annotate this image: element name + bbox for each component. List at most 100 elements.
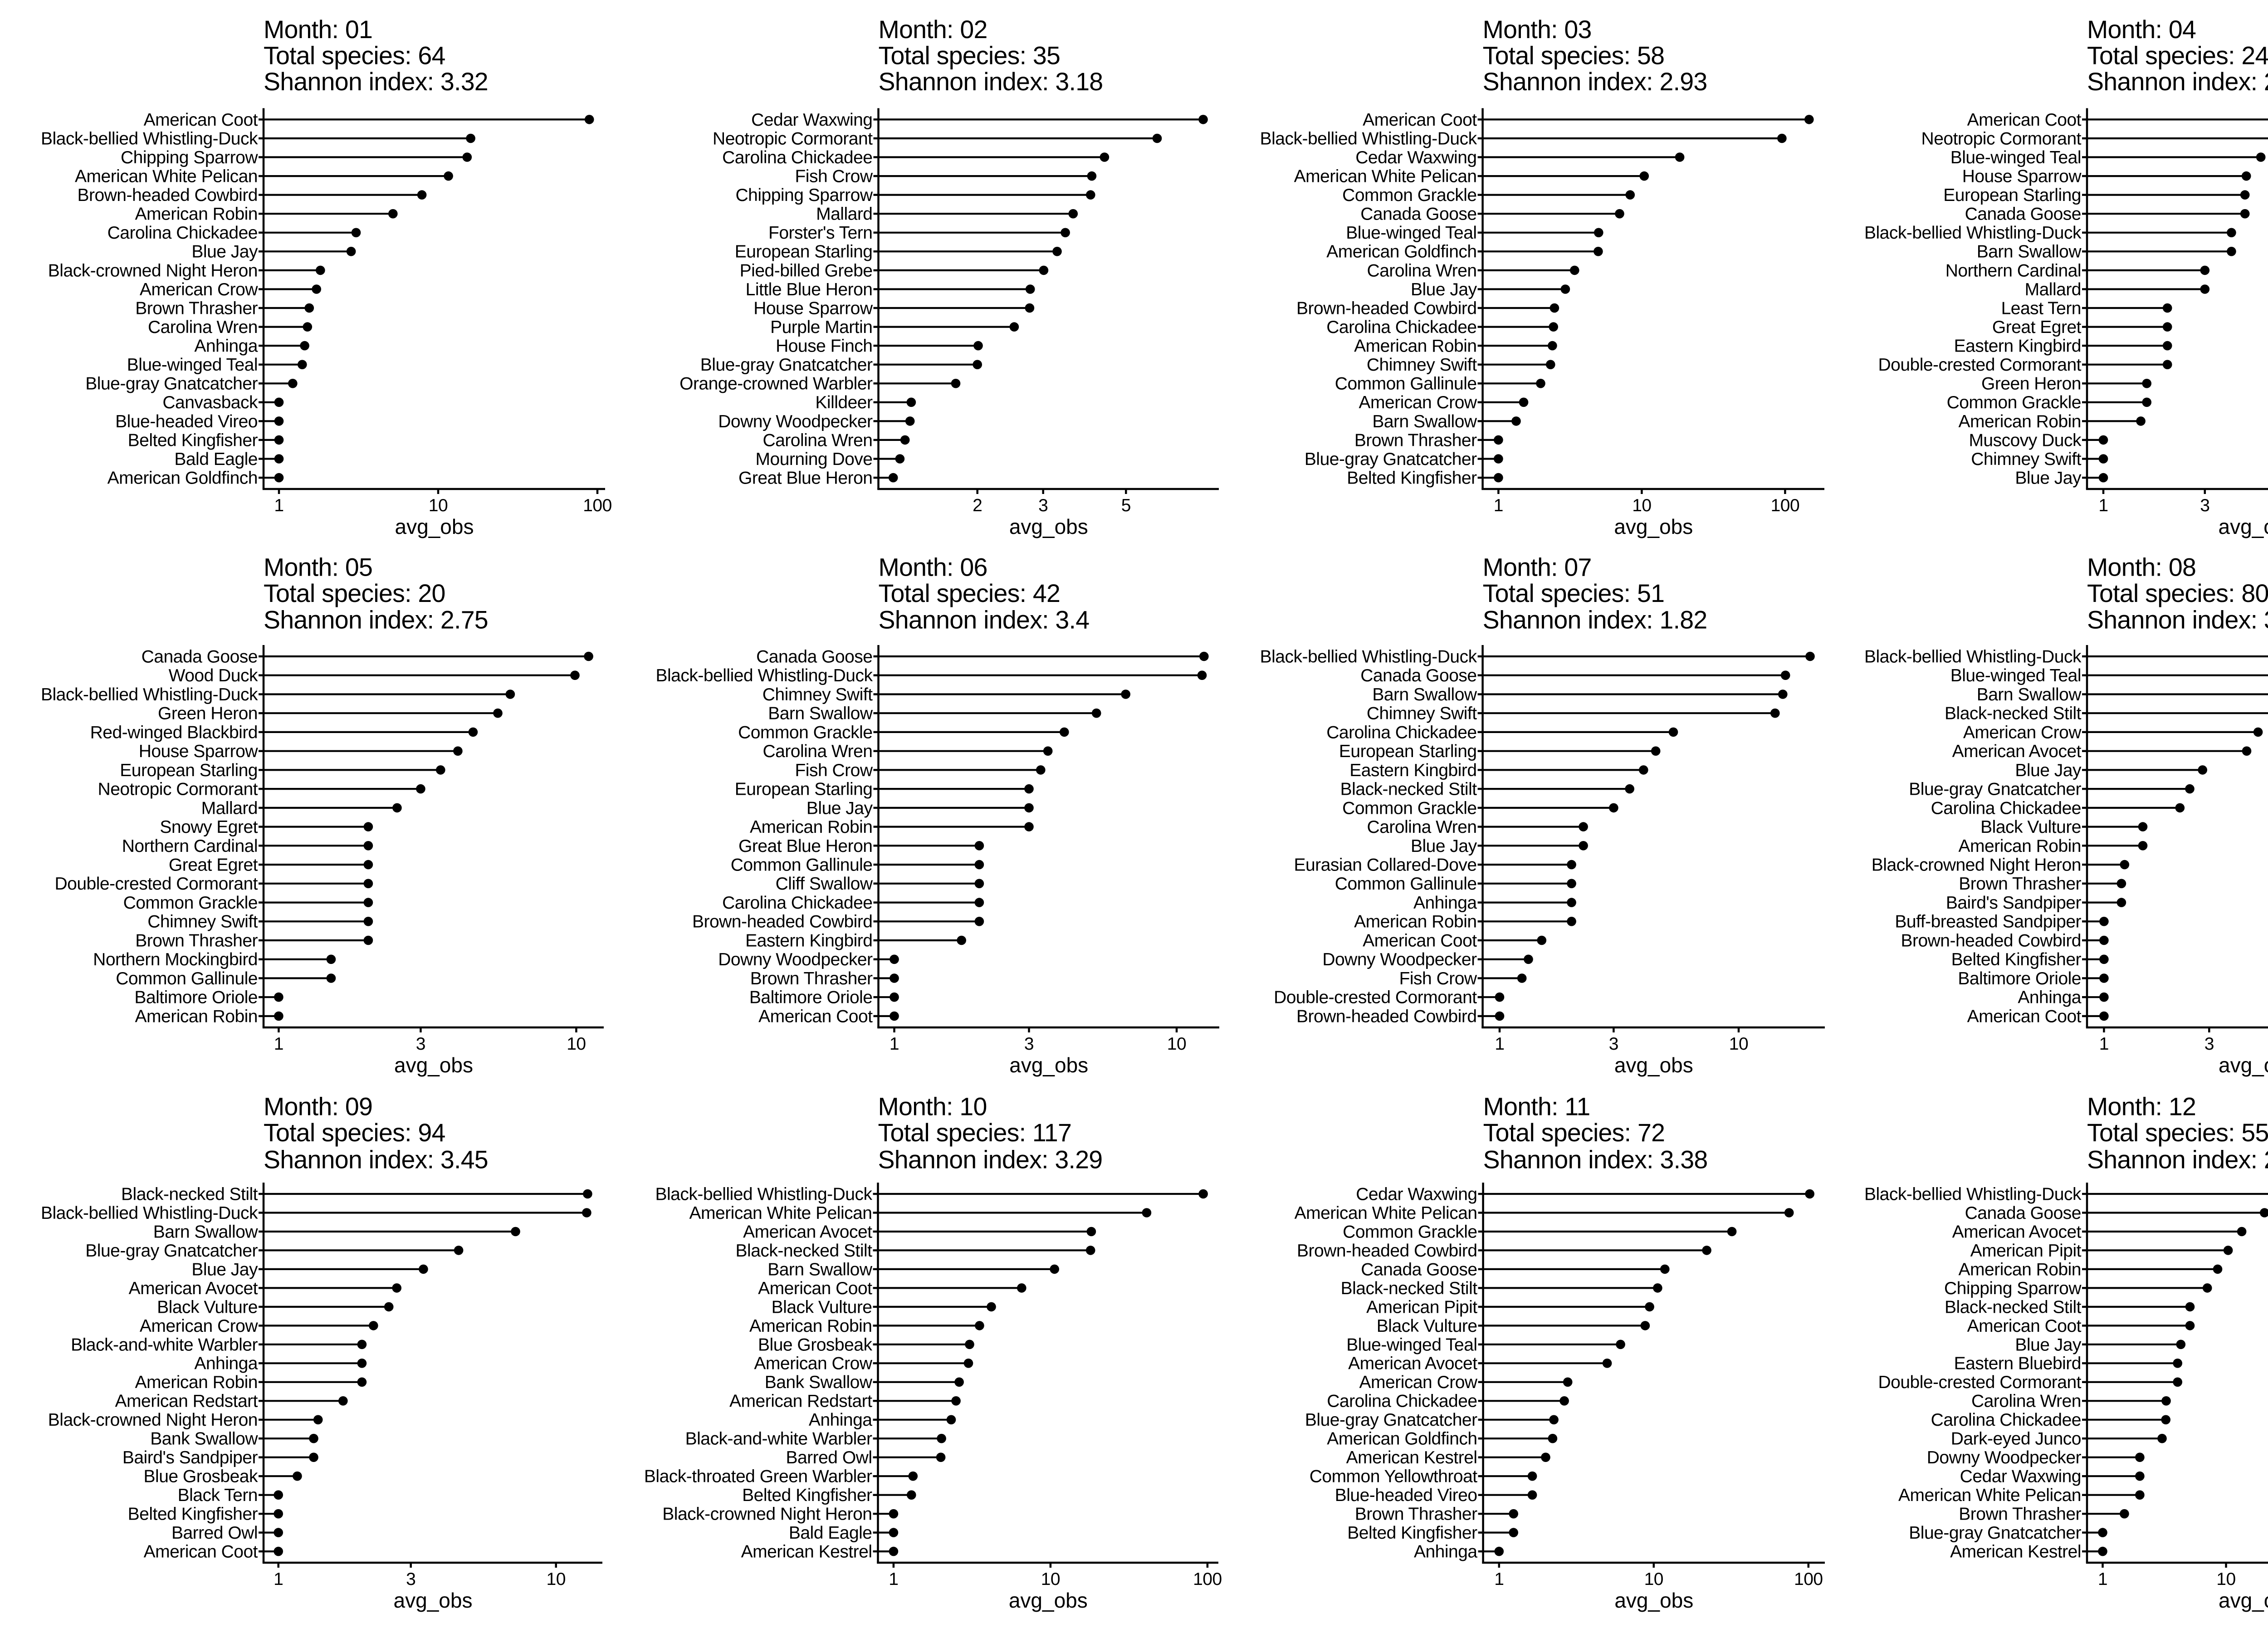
svg-text:Common Gallinule: Common Gallinule — [731, 856, 873, 875]
svg-text:2: 2 — [973, 496, 982, 515]
svg-text:10: 10 — [567, 1034, 586, 1054]
svg-text:Brown Thrasher: Brown Thrasher — [135, 298, 258, 318]
svg-text:American Crow: American Crow — [1359, 393, 1477, 412]
svg-text:Canada Goose: Canada Goose — [1965, 205, 2081, 224]
svg-text:Snowy Egret: Snowy Egret — [160, 817, 258, 837]
svg-text:100: 100 — [583, 496, 612, 515]
svg-text:Black-bellied Whistling-Duck: Black-bellied Whistling-Duck — [655, 1184, 873, 1204]
svg-text:American Kestrel: American Kestrel — [1346, 1448, 1477, 1467]
svg-text:Black Vulture: Black Vulture — [1980, 817, 2081, 837]
svg-text:Cedar Waxwing: Cedar Waxwing — [1356, 1184, 1477, 1204]
svg-text:Common Grackle: Common Grackle — [1342, 798, 1476, 818]
svg-text:European Starling: European Starling — [1943, 186, 2081, 205]
svg-text:avg_obs: avg_obs — [1009, 515, 1088, 538]
svg-text:Red-winged Blackbird: Red-winged Blackbird — [90, 723, 258, 742]
svg-text:1: 1 — [2099, 1034, 2109, 1054]
svg-text:Carolina Chickadee: Carolina Chickadee — [722, 893, 872, 913]
svg-text:1: 1 — [1494, 496, 1503, 515]
svg-text:1: 1 — [2098, 1569, 2107, 1589]
svg-text:3: 3 — [406, 1569, 415, 1589]
svg-text:Carolina Wren: Carolina Wren — [1367, 261, 1477, 280]
svg-text:Baird's Sandpiper: Baird's Sandpiper — [122, 1448, 258, 1467]
svg-text:10: 10 — [547, 1569, 566, 1589]
svg-text:Eurasian Collared-Dove: Eurasian Collared-Dove — [1294, 856, 1477, 875]
svg-text:American Robin: American Robin — [1959, 412, 2081, 431]
svg-text:10: 10 — [429, 496, 448, 515]
svg-text:Brown Thrasher: Brown Thrasher — [135, 931, 258, 950]
svg-text:Blue-headed Vireo: Blue-headed Vireo — [1335, 1486, 1477, 1505]
svg-text:Forster's Tern: Forster's Tern — [768, 223, 872, 243]
svg-text:American Crow: American Crow — [1963, 723, 2082, 742]
svg-text:Fish Crow: Fish Crow — [795, 167, 873, 186]
svg-text:House Sparrow: House Sparrow — [139, 742, 259, 761]
svg-text:avg_obs: avg_obs — [1009, 1053, 1088, 1077]
svg-text:European Starling: European Starling — [1339, 742, 1477, 761]
svg-text:Carolina Chickadee: Carolina Chickadee — [1931, 798, 2081, 818]
svg-text:Black-necked Stilt: Black-necked Stilt — [736, 1241, 873, 1261]
svg-text:Barn Swallow: Barn Swallow — [1372, 412, 1477, 431]
svg-text:Carolina Chickadee: Carolina Chickadee — [1326, 318, 1476, 337]
svg-text:1: 1 — [274, 496, 284, 515]
svg-text:Blue Grosbeak: Blue Grosbeak — [758, 1335, 872, 1354]
svg-text:Shannon index: 3.18: Shannon index: 3.18 — [879, 68, 1103, 96]
svg-text:American Goldfinch: American Goldfinch — [1327, 1429, 1477, 1449]
svg-text:Brown-headed Cowbird: Brown-headed Cowbird — [1296, 298, 1477, 318]
svg-text:American Coot: American Coot — [1967, 1316, 2082, 1336]
svg-text:Killdeer: Killdeer — [815, 393, 873, 412]
svg-text:100: 100 — [1771, 496, 1800, 515]
svg-text:Month: 10: Month: 10 — [878, 1093, 987, 1121]
svg-text:American Coot: American Coot — [1363, 110, 1477, 130]
svg-text:10: 10 — [1167, 1034, 1186, 1054]
svg-text:Double-crested Cormorant: Double-crested Cormorant — [1878, 355, 2081, 375]
svg-text:Blue-winged Teal: Blue-winged Teal — [127, 355, 258, 375]
svg-text:Black Vulture: Black Vulture — [772, 1297, 872, 1317]
svg-text:Downy Woodpecker: Downy Woodpecker — [1927, 1448, 2082, 1467]
svg-text:Belted Kingfisher: Belted Kingfisher — [128, 430, 258, 450]
svg-text:Blue-gray Gnatcatcher: Blue-gray Gnatcatcher — [1305, 450, 1477, 469]
svg-text:Neotropic Cormorant: Neotropic Cormorant — [1921, 129, 2082, 148]
svg-text:Month: 07: Month: 07 — [1483, 553, 1592, 582]
svg-text:Great Blue Heron: Great Blue Heron — [738, 469, 873, 488]
svg-text:Barn Swallow: Barn Swallow — [767, 1260, 873, 1279]
svg-text:Shannon index: 1.82: Shannon index: 1.82 — [1483, 606, 1707, 634]
svg-text:Least Tern: Least Tern — [2001, 298, 2081, 318]
svg-text:American Crow: American Crow — [140, 280, 258, 299]
svg-text:American Goldfinch: American Goldfinch — [108, 469, 258, 488]
svg-text:Downy Woodpecker: Downy Woodpecker — [1322, 950, 1477, 969]
svg-text:Carolina Chickadee: Carolina Chickadee — [108, 223, 258, 243]
svg-text:Barn Swallow: Barn Swallow — [768, 704, 873, 724]
svg-text:3: 3 — [1038, 496, 1048, 515]
svg-text:American Robin: American Robin — [1959, 836, 2081, 856]
svg-text:Black-necked Stilt: Black-necked Stilt — [121, 1184, 258, 1204]
svg-text:Canvasback: Canvasback — [162, 393, 258, 412]
svg-text:Brown Thrasher: Brown Thrasher — [750, 969, 873, 988]
svg-text:Blue-gray Gnatcatcher: Blue-gray Gnatcatcher — [1909, 780, 2081, 799]
svg-text:Anhinga: Anhinga — [1413, 893, 1477, 913]
svg-text:Month: 01: Month: 01 — [264, 15, 372, 44]
svg-text:Great Egret: Great Egret — [169, 856, 258, 875]
svg-text:Black-bellied Whistling-Duck: Black-bellied Whistling-Duck — [1864, 647, 2082, 666]
svg-text:Common Gallinule: Common Gallinule — [1335, 374, 1477, 394]
svg-text:Muscovy Duck: Muscovy Duck — [1969, 430, 2082, 450]
svg-text:Black-bellied Whistling-Duck: Black-bellied Whistling-Duck — [1260, 647, 1477, 666]
svg-text:5: 5 — [1121, 496, 1131, 515]
svg-text:Total species: 35: Total species: 35 — [879, 42, 1061, 70]
svg-text:3: 3 — [1024, 1034, 1034, 1054]
svg-text:Black-crowned Night Heron: Black-crowned Night Heron — [662, 1505, 872, 1524]
svg-text:Fish Crow: Fish Crow — [795, 761, 873, 780]
svg-text:American Robin: American Robin — [135, 1007, 258, 1026]
svg-text:Black Vulture: Black Vulture — [157, 1297, 258, 1317]
svg-text:1: 1 — [1494, 1569, 1504, 1589]
svg-text:Baltimore Oriole: Baltimore Oriole — [749, 988, 873, 1007]
svg-text:1: 1 — [274, 1569, 283, 1589]
svg-text:Belted Kingfisher: Belted Kingfisher — [742, 1486, 872, 1505]
svg-text:Green Heron: Green Heron — [1981, 374, 2081, 394]
svg-text:Blue Jay: Blue Jay — [2015, 761, 2082, 780]
svg-text:Canada Goose: Canada Goose — [756, 647, 872, 666]
svg-text:Total species: 58: Total species: 58 — [1483, 42, 1665, 70]
svg-text:American Coot: American Coot — [758, 1279, 872, 1298]
svg-text:Black Tern: Black Tern — [178, 1486, 258, 1505]
svg-text:1: 1 — [890, 1034, 899, 1054]
svg-text:10: 10 — [1632, 496, 1651, 515]
svg-text:Carolina Wren: Carolina Wren — [1367, 817, 1477, 837]
